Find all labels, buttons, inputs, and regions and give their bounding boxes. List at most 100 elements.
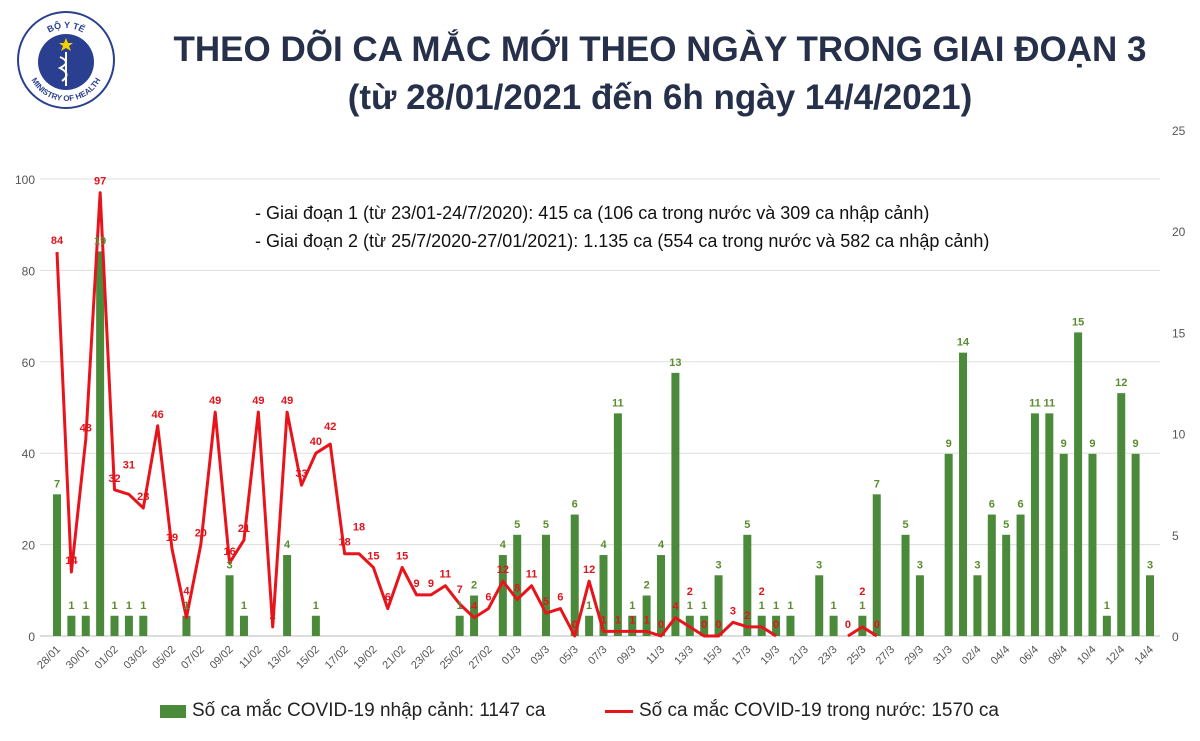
line-data-label: 5: [543, 596, 549, 608]
bar-data-label: 9: [1061, 438, 1067, 450]
x-axis-tick-label: 03/02: [121, 644, 149, 672]
bar: [455, 615, 464, 636]
bar: [139, 615, 148, 636]
ministry-of-health-logo-icon: BỘ Y TẾ MINISTRY OF HEALTH: [17, 11, 115, 109]
bar: [570, 514, 579, 636]
bar: [498, 555, 507, 636]
line-data-label: 19: [166, 532, 178, 544]
bar: [987, 514, 996, 636]
bar: [1016, 514, 1025, 636]
bar-data-label: 3: [227, 559, 233, 571]
bar-data-label: 3: [1147, 559, 1153, 571]
line-data-label: 11: [439, 569, 451, 581]
x-axis-tick-label: 11/3: [644, 644, 667, 667]
bar: [829, 615, 838, 636]
left-axis-tick-label: 20: [22, 539, 36, 553]
bar: [944, 453, 953, 636]
line-data-label: 6: [385, 592, 391, 604]
bar-data-label: 12: [1115, 377, 1127, 389]
line-data-label: 2: [687, 586, 693, 598]
bar-data-label: 1: [126, 600, 132, 612]
line-data-label: 20: [195, 528, 207, 540]
bar-data-label: 1: [687, 600, 693, 612]
x-axis-tick-label: 01/3: [500, 644, 524, 668]
bar: [513, 534, 522, 636]
bar: [901, 534, 910, 636]
bar: [973, 575, 982, 636]
x-axis-tick-label: 05/3: [557, 644, 581, 668]
right-axis-tick-label: 5: [1172, 529, 1179, 543]
bar: [1045, 413, 1054, 636]
bar-data-label: 6: [989, 499, 995, 511]
bar: [772, 615, 781, 636]
x-axis-tick-label: 21/3: [787, 644, 811, 668]
x-axis-tick-label: 27/3: [874, 644, 898, 668]
bar: [743, 534, 752, 636]
x-axis-tick-label: 13/02: [265, 644, 293, 672]
x-axis-tick-label: 02/4: [960, 644, 984, 668]
line-data-label: 1: [629, 614, 635, 626]
bar-data-label: 1: [1104, 600, 1110, 612]
x-axis-tick-label: 25/02: [438, 644, 466, 672]
bar: [786, 615, 795, 636]
x-axis-tick-label: 11/02: [237, 644, 264, 671]
line-data-label: 42: [324, 421, 336, 433]
x-axis-tick-label: 23/02: [409, 644, 437, 672]
line-data-label: 97: [94, 176, 106, 188]
line-data-label: 4: [471, 601, 478, 613]
x-axis-tick-label: 08/4: [1046, 644, 1070, 668]
bar: [628, 615, 637, 636]
bar-data-label: 1: [241, 600, 247, 612]
bar-data-label: 11: [1044, 397, 1056, 409]
bar: [239, 615, 248, 636]
bar: [642, 595, 651, 636]
bar: [1030, 413, 1039, 636]
line-data-label: 1: [615, 614, 621, 626]
bar: [959, 352, 968, 636]
bar: [671, 372, 680, 636]
bar-data-label: 7: [874, 478, 880, 490]
legend-item-imported: Số ca mắc COVID-19 nhập cảnh: 1147 ca: [160, 700, 545, 722]
line-data-label: 9: [428, 578, 434, 590]
x-axis-tick-label: 15/3: [701, 644, 725, 668]
line-data-label: 4: [672, 601, 679, 613]
x-axis-tick-label: 23/3: [816, 644, 840, 668]
x-axis-tick-label: 07/02: [179, 644, 207, 672]
bar-data-label: 3: [974, 559, 980, 571]
bar-data-label: 9: [1133, 438, 1139, 450]
domestic-line-segment: [55, 191, 777, 638]
bar-data-label: 19: [94, 235, 106, 247]
bar: [1117, 393, 1126, 636]
bar-data-label: 1: [831, 600, 837, 612]
line-data-label: 0: [773, 619, 779, 631]
right-axis-tick-label: 15: [1172, 326, 1186, 340]
line-data-label: 14: [65, 555, 78, 567]
bar: [1074, 332, 1083, 636]
x-axis-tick-label: 10/4: [1075, 644, 1099, 668]
x-axis-tick-label: 31/3: [931, 644, 955, 668]
right-axis-tick-label: 20: [1172, 225, 1186, 239]
bar-data-label: 13: [669, 357, 681, 369]
bar-data-label: 4: [600, 539, 607, 551]
bar-data-label: 1: [759, 600, 765, 612]
line-data-label: 12: [497, 564, 509, 576]
x-axis-tick-label: 14/4: [1132, 644, 1156, 668]
bar: [872, 494, 881, 636]
bar-data-label: 1: [457, 600, 463, 612]
bar: [81, 615, 90, 636]
x-axis-tick-label: 03/3: [528, 644, 552, 668]
bar: [613, 413, 622, 636]
x-axis-tick-label: 27/02: [467, 644, 495, 672]
line-data-label: 0: [715, 619, 721, 631]
x-axis-tick-label: 19/3: [759, 644, 783, 668]
bar: [585, 615, 594, 636]
x-axis-tick-label: 15/02: [294, 644, 322, 672]
bar-data-label: 1: [68, 600, 74, 612]
bar-data-label: 7: [54, 478, 60, 490]
bar-data-label: 1: [313, 600, 319, 612]
right-axis-tick-label: 0: [1172, 630, 1179, 644]
legend-bar-swatch: [160, 704, 186, 718]
line-data-label: 3: [730, 605, 736, 617]
bar-data-label: 3: [816, 559, 822, 571]
line-data-label: 43: [80, 422, 92, 434]
